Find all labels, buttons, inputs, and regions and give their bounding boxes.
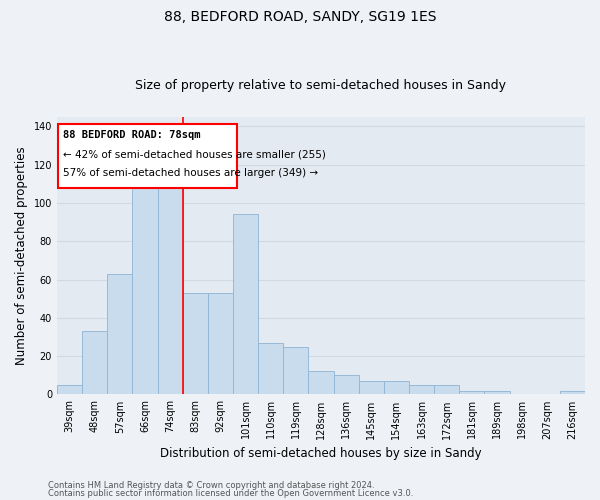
Bar bbox=[208, 293, 233, 394]
Text: 57% of semi-detached houses are larger (349) →: 57% of semi-detached houses are larger (… bbox=[63, 168, 319, 178]
Bar bbox=[484, 390, 509, 394]
Bar bbox=[560, 390, 585, 394]
Bar bbox=[158, 161, 182, 394]
Text: Contains HM Land Registry data © Crown copyright and database right 2024.: Contains HM Land Registry data © Crown c… bbox=[48, 481, 374, 490]
Bar bbox=[359, 381, 384, 394]
Bar bbox=[58, 124, 237, 188]
Bar bbox=[283, 346, 308, 395]
Text: 88 BEDFORD ROAD: 78sqm: 88 BEDFORD ROAD: 78sqm bbox=[63, 130, 201, 140]
Bar bbox=[107, 274, 133, 394]
Bar bbox=[308, 372, 334, 394]
Y-axis label: Number of semi-detached properties: Number of semi-detached properties bbox=[15, 146, 28, 365]
Bar bbox=[459, 390, 484, 394]
Text: Contains public sector information licensed under the Open Government Licence v3: Contains public sector information licen… bbox=[48, 488, 413, 498]
Bar bbox=[57, 385, 82, 394]
X-axis label: Distribution of semi-detached houses by size in Sandy: Distribution of semi-detached houses by … bbox=[160, 447, 482, 460]
Bar bbox=[133, 180, 158, 394]
Bar bbox=[82, 331, 107, 394]
Bar bbox=[409, 385, 434, 394]
Bar bbox=[434, 385, 459, 394]
Text: 88, BEDFORD ROAD, SANDY, SG19 1ES: 88, BEDFORD ROAD, SANDY, SG19 1ES bbox=[164, 10, 436, 24]
Bar bbox=[233, 214, 258, 394]
Text: ← 42% of semi-detached houses are smaller (255): ← 42% of semi-detached houses are smalle… bbox=[63, 150, 326, 160]
Bar bbox=[182, 293, 208, 394]
Bar bbox=[334, 376, 359, 394]
Title: Size of property relative to semi-detached houses in Sandy: Size of property relative to semi-detach… bbox=[136, 79, 506, 92]
Bar bbox=[258, 342, 283, 394]
Bar bbox=[384, 381, 409, 394]
